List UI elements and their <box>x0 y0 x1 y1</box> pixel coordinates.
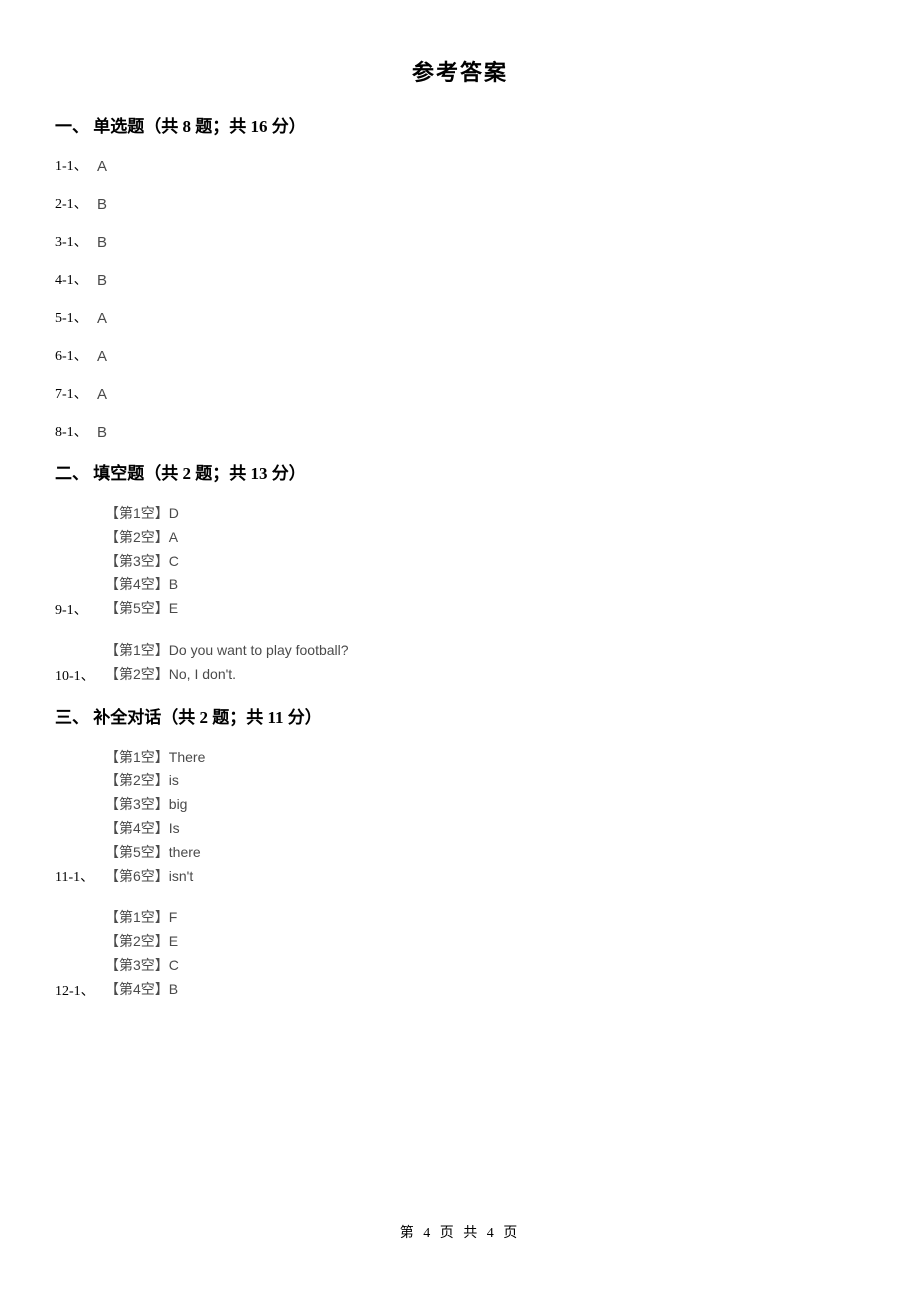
page-footer: 第 4 页 共 4 页 <box>0 1222 920 1242</box>
blank-line: 【第5空】there <box>105 841 205 865</box>
answer-row: 6-1、 A <box>55 345 865 365</box>
answer-value: B <box>97 272 107 289</box>
section-header-3: 三、 补全对话（共 2 题；共 11 分） <box>55 703 865 728</box>
answer-row: 2-1、 B <box>55 193 865 213</box>
answer-row: 8-1、 B <box>55 421 865 441</box>
answer-label: 9-1、 <box>55 599 105 621</box>
answer-label: 4-1、 <box>55 269 95 289</box>
blank-line: 【第4空】B <box>105 573 179 597</box>
answer-label: 6-1、 <box>55 345 95 365</box>
answer-row: 5-1、 A <box>55 307 865 327</box>
blank-line: 【第2空】is <box>105 769 205 793</box>
blank-line: 【第4空】Is <box>105 817 205 841</box>
blank-line: 【第1空】D <box>105 502 179 526</box>
answer-value: B <box>97 196 107 213</box>
answer-row: 7-1、 A <box>55 383 865 403</box>
answer-value: A <box>97 310 107 327</box>
blank-line: 【第3空】big <box>105 793 205 817</box>
answer-value: A <box>97 158 107 175</box>
answer-label: 7-1、 <box>55 383 95 403</box>
answer-block: 【第1空】F 【第2空】E 【第3空】C 【第4空】B <box>105 906 179 1001</box>
multiline-row: 10-1、 【第1空】Do you want to play football?… <box>55 639 865 687</box>
blank-line: 【第2空】E <box>105 930 179 954</box>
answer-label: 12-1、 <box>55 980 105 1002</box>
answer-label: 5-1、 <box>55 307 95 327</box>
answer-block: 【第1空】There 【第2空】is 【第3空】big 【第4空】Is 【第5空… <box>105 746 205 889</box>
answer-row: 1-1、 A <box>55 155 865 175</box>
blank-line: 【第1空】There <box>105 746 205 770</box>
blank-line: 【第2空】A <box>105 526 179 550</box>
blank-line: 【第3空】C <box>105 550 179 574</box>
blank-line: 【第2空】No, I don't. <box>105 663 349 687</box>
page-title: 参考答案 <box>55 55 865 87</box>
answer-label: 10-1、 <box>55 665 105 687</box>
answer-label: 8-1、 <box>55 421 95 441</box>
multiline-row: 9-1、 【第1空】D 【第2空】A 【第3空】C 【第4空】B 【第5空】E <box>55 502 865 621</box>
blank-line: 【第6空】isn't <box>105 865 205 889</box>
blank-line: 【第3空】C <box>105 954 179 978</box>
answer-value: A <box>97 348 107 365</box>
page-content: 参考答案 一、 单选题（共 8 题；共 16 分） 1-1、 A 2-1、 B … <box>0 0 920 1002</box>
blank-line: 【第1空】Do you want to play football? <box>105 639 349 663</box>
blank-line: 【第1空】F <box>105 906 179 930</box>
section-header-2: 二、 填空题（共 2 题；共 13 分） <box>55 459 865 484</box>
multiline-row: 11-1、 【第1空】There 【第2空】is 【第3空】big 【第4空】I… <box>55 746 865 889</box>
answer-value: B <box>97 424 107 441</box>
answer-value: B <box>97 234 107 251</box>
answer-label: 3-1、 <box>55 231 95 251</box>
answer-label: 1-1、 <box>55 155 95 175</box>
multiline-row: 12-1、 【第1空】F 【第2空】E 【第3空】C 【第4空】B <box>55 906 865 1001</box>
section-header-1: 一、 单选题（共 8 题；共 16 分） <box>55 112 865 137</box>
blank-line: 【第4空】B <box>105 978 179 1002</box>
answer-row: 3-1、 B <box>55 231 865 251</box>
answer-row: 4-1、 B <box>55 269 865 289</box>
answer-label: 11-1、 <box>55 866 105 888</box>
answer-block: 【第1空】Do you want to play football? 【第2空】… <box>105 639 349 687</box>
blank-line: 【第5空】E <box>105 597 179 621</box>
answer-block: 【第1空】D 【第2空】A 【第3空】C 【第4空】B 【第5空】E <box>105 502 179 621</box>
answer-label: 2-1、 <box>55 193 95 213</box>
answer-value: A <box>97 386 107 403</box>
